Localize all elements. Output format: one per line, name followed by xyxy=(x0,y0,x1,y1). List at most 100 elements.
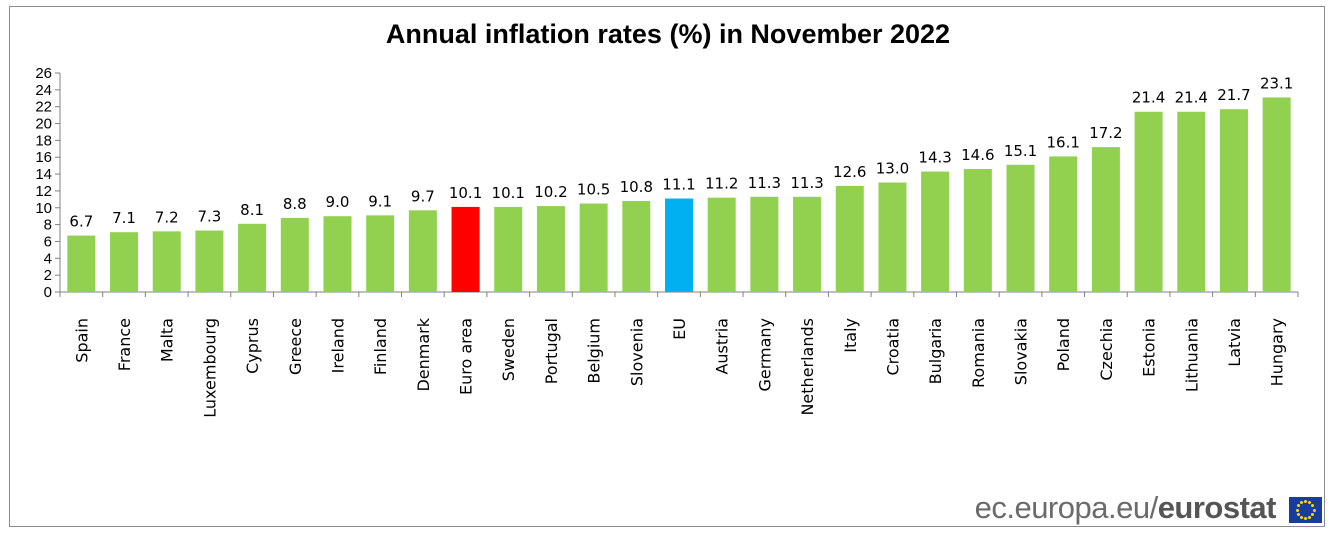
data-label: 12.6 xyxy=(833,163,866,181)
y-tick-label: 18 xyxy=(35,132,52,149)
category-label: Sweden xyxy=(499,318,518,381)
y-tick-label: 26 xyxy=(35,65,52,82)
bar xyxy=(793,196,822,292)
flag-star xyxy=(1311,512,1315,516)
category-label: Malta xyxy=(158,318,177,362)
category-label: Spain xyxy=(72,318,91,363)
bar xyxy=(195,230,224,292)
bar xyxy=(408,210,437,292)
data-label: 11.1 xyxy=(662,176,695,194)
y-tick-label: 6 xyxy=(44,233,52,250)
data-label: 10.1 xyxy=(449,184,482,202)
bar xyxy=(280,217,309,292)
flag-star xyxy=(1296,512,1300,516)
y-tick-label: 16 xyxy=(35,149,52,166)
flag-star xyxy=(1304,517,1307,520)
flag-star xyxy=(1295,508,1299,512)
flag-star xyxy=(1304,500,1307,503)
category-label: Slovenia xyxy=(627,318,646,386)
data-label: 11.2 xyxy=(705,175,738,193)
category-label: Romania xyxy=(969,318,988,388)
category-label: France xyxy=(115,318,134,371)
category-label: Cyprus xyxy=(243,318,262,374)
data-label: 9.7 xyxy=(411,187,435,205)
bar xyxy=(238,223,267,292)
y-tick-label: 12 xyxy=(35,183,52,200)
data-label: 7.2 xyxy=(155,208,179,226)
data-label: 21.4 xyxy=(1132,89,1165,107)
chart-title: Annual inflation rates (%) in November 2… xyxy=(385,19,951,49)
bar xyxy=(750,196,779,292)
category-label: Greece xyxy=(286,318,305,375)
data-label: 13.0 xyxy=(876,160,909,178)
bar xyxy=(1262,97,1291,292)
bar xyxy=(110,232,139,292)
y-tick-label: 24 xyxy=(35,82,52,99)
flag-star xyxy=(1299,501,1303,505)
data-label: 16.1 xyxy=(1047,133,1080,151)
data-label: 21.4 xyxy=(1175,89,1208,107)
flag-star xyxy=(1299,515,1303,519)
data-label: 9.0 xyxy=(326,193,350,211)
bar xyxy=(665,198,693,292)
bar xyxy=(152,231,181,292)
flag-star xyxy=(1296,504,1300,508)
data-label: 23.1 xyxy=(1260,74,1293,92)
bar xyxy=(67,235,96,292)
category-label: Belgium xyxy=(585,318,604,384)
y-tick-label: 14 xyxy=(35,166,52,183)
category-label: Luxembourg xyxy=(200,318,219,418)
data-label: 10.8 xyxy=(620,178,653,196)
bar xyxy=(1219,109,1248,292)
data-label: 17.2 xyxy=(1089,124,1122,142)
y-tick-label: 10 xyxy=(35,200,52,217)
category-label: Croatia xyxy=(883,318,902,376)
bar xyxy=(366,215,395,292)
y-tick-label: 22 xyxy=(35,99,52,116)
category-label: Bulgaria xyxy=(926,318,945,384)
bar xyxy=(707,197,736,292)
data-label: 9.1 xyxy=(368,192,392,210)
category-label: Italy xyxy=(841,318,860,353)
category-label: Ireland xyxy=(328,318,347,373)
data-label: 11.3 xyxy=(790,174,823,192)
category-label: Finland xyxy=(371,318,390,375)
flag-star xyxy=(1308,501,1312,505)
bar xyxy=(451,206,480,292)
y-tick-label: 4 xyxy=(44,250,52,267)
category-label: Slovakia xyxy=(1012,318,1031,385)
data-label: 10.2 xyxy=(534,183,567,201)
bar xyxy=(1006,164,1035,292)
data-label: 10.1 xyxy=(492,184,525,202)
y-tick-label: 2 xyxy=(44,267,52,284)
category-label: Austria xyxy=(713,318,732,375)
data-label: 14.3 xyxy=(918,149,951,167)
category-label: EU xyxy=(670,318,689,340)
flag-star xyxy=(1308,515,1312,519)
category-label: Latvia xyxy=(1225,318,1244,367)
bar xyxy=(494,206,523,292)
data-label: 6.7 xyxy=(69,213,93,231)
bar xyxy=(579,203,608,292)
flag-star xyxy=(1311,504,1315,508)
eurostat-brand: eurostat xyxy=(1157,490,1277,525)
bar xyxy=(1049,156,1078,292)
data-label: 15.1 xyxy=(1004,142,1037,160)
data-label: 21.7 xyxy=(1217,86,1250,104)
data-label: 7.3 xyxy=(197,208,221,226)
category-label: Euro area xyxy=(457,318,476,395)
bar xyxy=(1134,111,1163,292)
category-label: Netherlands xyxy=(798,318,817,416)
category-label: Germany xyxy=(755,318,774,392)
bar xyxy=(1177,111,1206,292)
category-label: Hungary xyxy=(1268,318,1287,386)
data-label: 14.6 xyxy=(961,146,994,164)
source-domain: ec.europa.eu/ xyxy=(974,490,1159,525)
flag-star xyxy=(1312,508,1316,512)
y-tick-label: 8 xyxy=(44,217,52,234)
bar xyxy=(323,216,352,292)
data-label: 10.5 xyxy=(577,181,610,199)
y-tick-label: 0 xyxy=(44,284,52,301)
category-label: Poland xyxy=(1054,318,1073,371)
